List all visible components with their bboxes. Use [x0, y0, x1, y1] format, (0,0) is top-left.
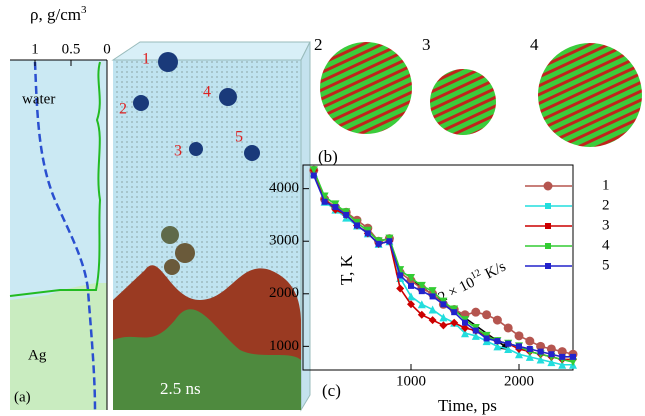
- cube-side: [301, 42, 310, 410]
- marker: [462, 320, 468, 326]
- marker: [515, 331, 524, 340]
- axis-label-text: ρ, g/cm: [30, 5, 81, 24]
- legend-label: 1: [602, 177, 610, 193]
- sphere: [133, 95, 149, 111]
- marker: [408, 283, 414, 289]
- marker: [440, 301, 446, 307]
- marker: [322, 199, 328, 205]
- legend-marker: [545, 263, 551, 269]
- marker: [482, 310, 491, 319]
- marker: [419, 288, 425, 294]
- ag-label: Ag: [28, 347, 47, 363]
- cluster-label: 4: [530, 35, 539, 54]
- x-tick-label: 0.5: [62, 41, 81, 57]
- marker: [354, 222, 360, 228]
- axis-label: ρ, g/cm3: [30, 4, 87, 24]
- figure: water Ag (a) ρ, g/cm3 1 2 3 4 5 2.5 ns 2…: [0, 0, 645, 416]
- marker: [430, 293, 436, 299]
- droplet: [161, 226, 179, 244]
- marker: [538, 349, 544, 355]
- cluster: [320, 42, 412, 134]
- legend-marker: [544, 182, 553, 191]
- water-label: water: [22, 91, 55, 107]
- marker: [343, 212, 349, 218]
- marker: [429, 316, 437, 324]
- marker: [527, 346, 533, 352]
- marker: [332, 204, 338, 210]
- marker: [473, 328, 479, 334]
- sphere: [244, 145, 260, 161]
- marker: [505, 341, 511, 347]
- y-tick-label: 3000: [269, 233, 299, 249]
- x-tick-label: 2000: [504, 373, 534, 389]
- marker: [559, 354, 565, 360]
- legend-label: 5: [602, 257, 610, 273]
- marker: [471, 308, 480, 317]
- panel-label: (a): [14, 389, 31, 405]
- panel-label: (b): [318, 147, 338, 166]
- y-tick-label: 1000: [269, 338, 299, 354]
- marker: [504, 323, 513, 332]
- marker: [439, 321, 447, 329]
- legend-label: 2: [602, 197, 610, 213]
- profile-panel: water Ag (a) ρ, g/cm3: [10, 4, 107, 410]
- cluster-label: 3: [422, 35, 431, 54]
- marker: [386, 238, 392, 244]
- legend-marker: [545, 223, 551, 229]
- cluster: [430, 69, 496, 135]
- time-label: 2.5 ns: [160, 379, 201, 398]
- marker: [429, 306, 437, 314]
- marker: [494, 338, 500, 344]
- marker: [451, 309, 457, 315]
- marker: [525, 337, 534, 346]
- sphere: [219, 88, 237, 106]
- sphere-label: 5: [235, 129, 243, 146]
- marker: [570, 354, 576, 360]
- sphere-label: 1: [142, 51, 150, 68]
- y-tick-label: 4000: [269, 180, 299, 196]
- y-axis-label: T, K: [337, 254, 356, 285]
- clusters-panel: 2 3 4 (b): [314, 35, 642, 166]
- droplet: [164, 259, 180, 275]
- axis-label-sup: 3: [81, 4, 87, 16]
- sphere-label: 2: [119, 101, 127, 118]
- y-tick-label: 2000: [269, 285, 299, 301]
- x-axis-label: Time, ps: [438, 396, 497, 415]
- legend-label: 3: [602, 217, 610, 233]
- marker: [484, 335, 490, 341]
- legend-marker: [545, 243, 551, 249]
- sphere: [189, 142, 203, 156]
- marker: [397, 272, 403, 278]
- x-tick-label: 1: [31, 41, 39, 57]
- droplet: [175, 243, 195, 263]
- legend-marker: [545, 203, 551, 209]
- cluster-label: 2: [314, 35, 323, 54]
- x-tick-label: 1000: [396, 373, 426, 389]
- cube-panel: 1 2 3 4 5 2.5 ns: [113, 42, 310, 410]
- marker: [311, 173, 317, 179]
- annotation-unit: K/s: [483, 259, 509, 283]
- marker: [516, 343, 522, 349]
- sphere-label: 4: [203, 84, 211, 101]
- marker: [548, 351, 554, 357]
- panel-label: (c): [322, 381, 341, 400]
- x-tick-label: 0: [103, 41, 111, 57]
- marker: [365, 230, 371, 236]
- legend-label: 4: [602, 237, 610, 253]
- marker: [493, 316, 502, 325]
- cluster: [538, 43, 642, 147]
- sphere-label: 3: [174, 143, 182, 160]
- marker: [376, 241, 382, 247]
- sphere: [158, 52, 178, 72]
